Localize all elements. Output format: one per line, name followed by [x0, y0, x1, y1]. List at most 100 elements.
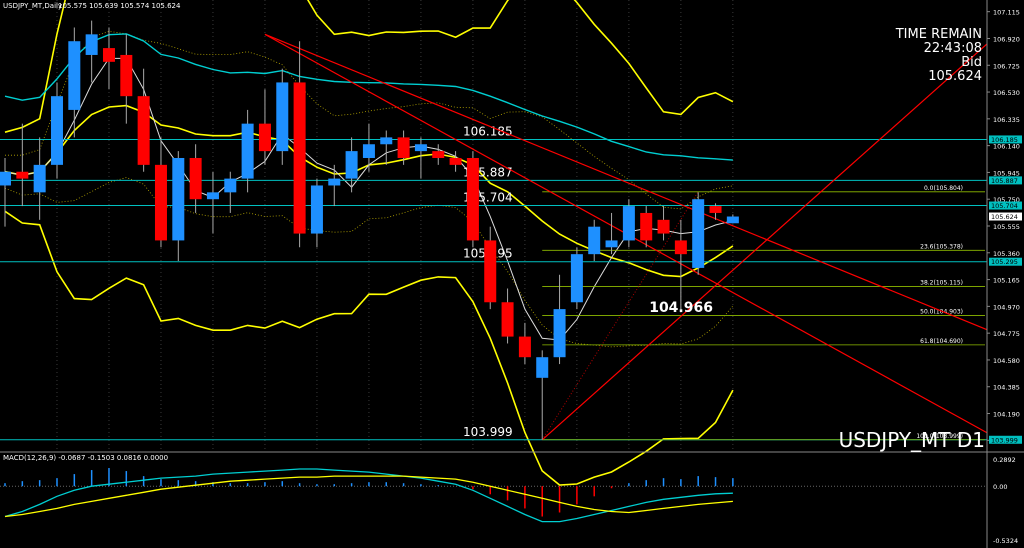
level-label: 106.185	[463, 124, 513, 138]
fibonacci-levels: 0.0(105.804) 23.6(105.378) 38.2(105.115) 50…	[541, 185, 985, 441]
macd-main-line	[4, 468, 733, 523]
candle-body	[622, 206, 635, 241]
candle-body	[674, 240, 687, 255]
fibo-anchor-line	[541, 191, 699, 441]
candle-body	[726, 216, 739, 224]
axis-price-tag-label: 105.887	[991, 177, 1018, 185]
symbol-info: USDJPY_MT,Daily	[3, 2, 62, 10]
price-tick-label: 105.750	[993, 196, 1020, 204]
price-tick-label: 106.920	[993, 35, 1020, 43]
candle-body	[293, 82, 306, 234]
candle-body	[310, 185, 323, 234]
price-tick-label: 106.140	[993, 143, 1020, 151]
candle-body	[692, 199, 705, 268]
candle-body	[709, 206, 722, 213]
candle-body	[345, 151, 358, 179]
trend-line-down	[264, 33, 988, 331]
candle-body	[570, 254, 583, 303]
candle-body	[518, 336, 531, 358]
price-tick-label: 104.970	[993, 303, 1020, 311]
price-tick-label: 104.580	[993, 357, 1020, 365]
fibo-label: 100.0(103.999)	[916, 433, 963, 440]
bollinger-upper-2	[4, 0, 734, 133]
candle-body	[536, 357, 549, 378]
price-tick-label: 106.335	[993, 116, 1020, 124]
candle-body	[328, 178, 341, 186]
axis-price-tag	[989, 257, 1022, 266]
axis-price-tag-label: 105.295	[991, 258, 1018, 266]
candle-body	[397, 137, 410, 158]
candle-body	[241, 123, 254, 179]
price-tick-label: 104.385	[993, 384, 1020, 392]
price-tick-label: 106.530	[993, 89, 1020, 97]
axis-price-tag	[989, 176, 1022, 185]
price-annotation: 104.966	[649, 300, 713, 316]
axis-price-tag	[989, 201, 1022, 210]
candle-body	[50, 96, 63, 165]
candle-body	[276, 82, 289, 152]
price-tick-label: 107.115	[993, 9, 1020, 17]
macd-label: MACD(12,26,9) -0.0687 -0.1503 0.0816 0.0…	[3, 454, 168, 462]
fibo-label: 38.2(105.115)	[920, 279, 963, 286]
price-tick-label: 105.555	[993, 223, 1020, 231]
candle-body	[414, 144, 427, 152]
candle-body	[657, 219, 670, 234]
bollinger-lower-1	[4, 177, 734, 348]
time-remain-label: TIME REMAIN	[895, 27, 982, 42]
candle-body	[605, 240, 618, 248]
candle-body	[0, 171, 11, 186]
price-tick-label: 104.190	[993, 411, 1020, 419]
candle-body	[120, 54, 133, 97]
candle-body	[102, 48, 115, 62]
candle-body	[85, 34, 98, 55]
axis-price-tag-label: 105.624	[991, 213, 1018, 221]
price-tick-label: 105.945	[993, 169, 1020, 177]
candles: 104.966	[0, 20, 739, 440]
ohlc-readout: 105.575 105.639 105.574 105.624	[58, 2, 181, 10]
macd-tick-label: 0.00	[993, 483, 1007, 491]
price-tick-label: 105.165	[993, 277, 1020, 285]
candle-body	[33, 164, 46, 193]
candle-body	[16, 171, 29, 179]
axis-price-tag-label: 106.185	[991, 136, 1018, 144]
axis-price-tag-label: 103.999	[991, 436, 1018, 444]
candle-body	[640, 212, 653, 241]
candle-body	[154, 164, 167, 241]
fibo-label: 0.0(105.804)	[924, 185, 963, 192]
axis-price-tag	[989, 435, 1022, 444]
bollinger-lower-2	[4, 210, 734, 486]
candle-body	[137, 96, 150, 165]
candle-body	[68, 41, 81, 110]
bid-label: Bid	[961, 55, 982, 70]
candle-body	[362, 144, 375, 158]
candle-body	[432, 151, 445, 158]
fibo-label: 61.8(104.690)	[920, 338, 963, 345]
candle-body	[224, 178, 237, 193]
price-tick-label: 106.725	[993, 62, 1020, 70]
bid-value: 105.624	[928, 69, 982, 84]
level-label: 103.999	[463, 425, 513, 439]
time-remain-value: 22:43:08	[924, 41, 982, 56]
candle-body	[466, 157, 479, 241]
macd-tick-label: 0.2892	[993, 456, 1016, 464]
axis-price-tag-label: 105.704	[991, 202, 1018, 210]
grid	[56, 0, 734, 452]
macd-signal-line	[4, 475, 733, 518]
price-tick-label: 104.775	[993, 330, 1020, 338]
macd-tick-label: -0.5324	[993, 537, 1018, 545]
candle-body	[553, 309, 566, 358]
candle-body	[449, 157, 462, 165]
candle-body	[380, 137, 393, 145]
candle-body	[258, 123, 271, 152]
price-tick-label: 105.360	[993, 250, 1020, 258]
fibo-label: 50.0(104.903)	[920, 309, 963, 316]
candle-body	[484, 240, 497, 303]
fibo-label: 23.6(105.378)	[920, 243, 963, 250]
macd-panel: 0.2892 0.00 -0.5324	[0, 456, 1018, 545]
slow-ma	[4, 33, 733, 161]
candle-body	[588, 226, 601, 255]
candle-body	[206, 192, 219, 200]
axis-price-tag	[989, 135, 1022, 144]
